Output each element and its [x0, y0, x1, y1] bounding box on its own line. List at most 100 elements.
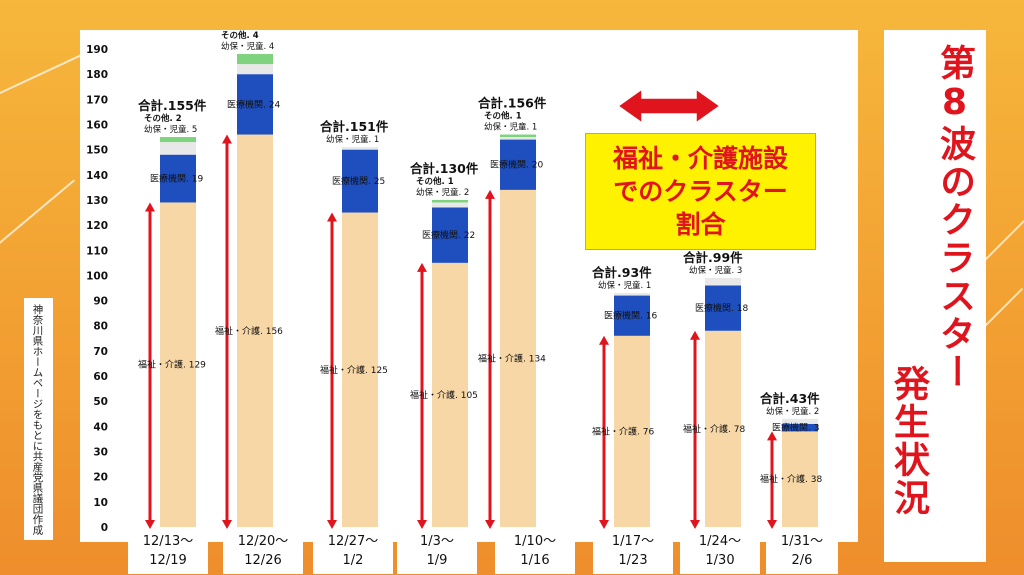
medical-value-label: 医療機関. 3 [772, 422, 819, 434]
medical-value-label: 医療機関. 22 [422, 229, 475, 241]
y-tick-label: 120 [86, 220, 108, 232]
y-tick-label: 40 [93, 421, 108, 433]
total-label: 合計.155件 [138, 98, 207, 113]
week-label-5: 1/10～ 1/16 [495, 532, 575, 574]
red-arrow-head-up [690, 330, 700, 340]
bar-segment-other [500, 134, 536, 138]
y-tick-label: 160 [86, 119, 108, 131]
title-panel [884, 30, 986, 562]
other-value-label: その他. 2 [144, 113, 182, 124]
slide-title-line-1: 第8波のクラスター [934, 44, 975, 391]
bar-segment-welfare [237, 134, 273, 527]
bar-segment-other [160, 137, 196, 143]
bar-segment-welfare [614, 335, 650, 527]
bar-segment-welfare [705, 330, 741, 527]
bar-segment-welfare [342, 212, 378, 528]
bar-segment-childcare [782, 418, 818, 424]
week-label-8: 1/31～ 2/6 [766, 532, 838, 574]
welfare-cluster-callout: 福祉・介護施設 でのクラスター 割合 [585, 133, 816, 250]
welfare-value-label: 福祉・介護. 78 [683, 423, 745, 435]
y-tick-label: 190 [86, 44, 108, 56]
bg-line-3 [983, 217, 1024, 262]
callout-line-1: 福祉・介護施設 [612, 144, 788, 173]
red-arrow-head-down [417, 520, 427, 529]
childcare-value-label: 幼保・児童. 2 [766, 406, 819, 417]
red-arrow-head-down [599, 520, 609, 529]
red-arrow-head-up [222, 134, 232, 144]
total-label: 合計.151件 [320, 119, 389, 134]
red-arrow-head-up [767, 431, 777, 441]
y-tick-label: 150 [86, 145, 108, 157]
y-tick-label: 0 [101, 522, 108, 534]
y-tick-label: 90 [93, 296, 108, 308]
callout-line-3: 割合 [675, 210, 726, 239]
childcare-value-label: 幼保・児童. 3 [689, 265, 742, 276]
bar-segment-medical [500, 139, 536, 190]
red-arrow-head-up [417, 262, 427, 272]
red-arrow-head-down [767, 520, 777, 529]
childcare-value-label: 幼保・児童. 5 [144, 124, 197, 135]
other-value-label: その他. 1 [484, 111, 522, 122]
y-tick-label: 110 [86, 245, 108, 257]
y-tick-label: 60 [93, 371, 108, 383]
red-arrow-head-down [485, 520, 495, 529]
y-tick-label: 130 [86, 195, 108, 207]
medical-value-label: 医療機関. 20 [490, 159, 543, 171]
bar-segment-childcare [500, 137, 536, 140]
bar-segment-welfare [160, 202, 196, 527]
red-arrow-head-up [599, 335, 609, 345]
callout-line-2: でのクラスター [613, 177, 788, 206]
bar-segment-other [237, 54, 273, 65]
welfare-value-label: 福祉・介護. 38 [760, 473, 822, 485]
bar-segment-medical [614, 295, 650, 336]
medical-value-label: 医療機関. 16 [604, 310, 657, 322]
bar-segment-childcare [342, 147, 378, 150]
childcare-value-label: 幼保・児童. 2 [416, 187, 469, 198]
y-tick-label: 50 [93, 396, 108, 408]
medical-value-label: 医療機関. 18 [695, 302, 748, 314]
red-arrow-head-down [222, 520, 232, 529]
y-tick-label: 30 [93, 447, 108, 459]
bar-segment-medical [342, 149, 378, 213]
bar-segment-medical [782, 423, 818, 432]
slide-title-line-2: 発生状況 [888, 365, 929, 517]
welfare-value-label: 福祉・介護. 134 [478, 352, 546, 364]
welfare-value-label: 福祉・介護. 105 [410, 389, 478, 401]
y-tick-label: 70 [93, 346, 108, 358]
childcare-value-label: 幼保・児童. 1 [598, 280, 651, 291]
bar-segment-childcare [705, 277, 741, 286]
medical-value-label: 医療機関. 25 [332, 175, 385, 187]
bar-segment-childcare [160, 142, 196, 155]
childcare-value-label: 幼保・児童. 4 [221, 41, 274, 52]
red-arrow-head-up [327, 212, 337, 222]
bar-segment-medical [160, 154, 196, 203]
total-label: 合計.130件 [410, 161, 479, 176]
bar-segment-welfare [500, 189, 536, 527]
week-label-7: 1/24～ 1/30 [680, 532, 760, 574]
total-label: 合計.93件 [592, 265, 652, 280]
week-label-1: 12/13～ 12/19 [128, 532, 208, 574]
source-note: 神奈川県ホームページをもとに共産党県議団作成 [31, 304, 44, 535]
y-tick-label: 10 [93, 497, 108, 509]
week-label-2: 12/20～ 12/26 [223, 532, 303, 574]
y-tick-label: 180 [86, 69, 108, 81]
red-arrow-head-down [327, 520, 337, 529]
bar-segment-childcare [237, 64, 273, 75]
bar-segment-welfare [432, 262, 468, 527]
y-tick-label: 80 [93, 321, 108, 333]
total-label: 合計.43件 [760, 391, 820, 406]
bar-segment-medical [705, 285, 741, 331]
red-arrow-head-up [145, 202, 155, 212]
source-note-panel [24, 298, 53, 540]
welfare-value-label: 福祉・介護. 76 [592, 425, 654, 437]
bar-segment-welfare [782, 431, 818, 527]
bar-segment-other [432, 199, 468, 203]
medical-value-label: 医療機関. 24 [227, 98, 280, 110]
red-arrow-head-up [485, 189, 495, 199]
total-label: 合計.99件 [683, 250, 743, 265]
childcare-value-label: 幼保・児童. 1 [484, 122, 537, 133]
double-arrow-icon [616, 87, 722, 125]
week-label-6: 1/17～ 1/23 [593, 532, 673, 574]
cluster-chart: 0 10 20 30 40 50 60 70 80 90 100 110 120 130 140 150 160… [86, 30, 822, 534]
other-value-label: その他. 1 [416, 176, 454, 187]
